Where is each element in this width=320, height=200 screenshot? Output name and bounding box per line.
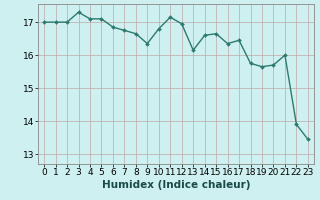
X-axis label: Humidex (Indice chaleur): Humidex (Indice chaleur) xyxy=(102,180,250,190)
